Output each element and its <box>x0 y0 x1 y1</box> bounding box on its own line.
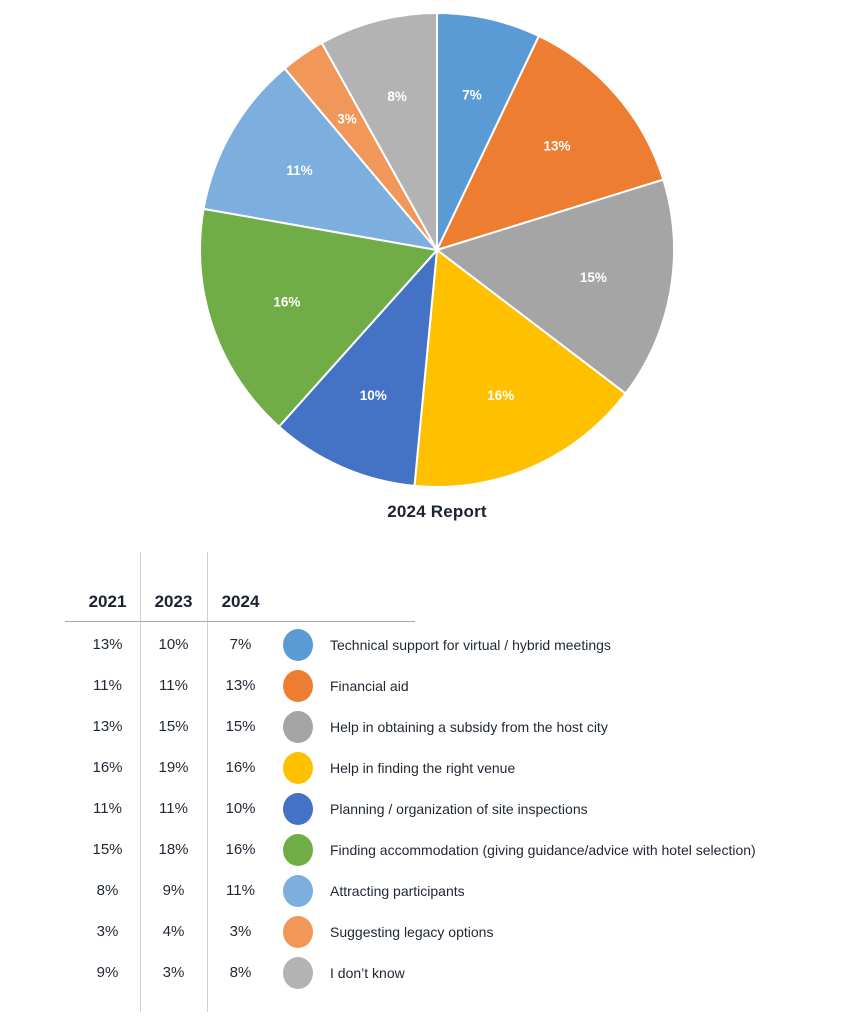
column-header-2021: 2021 <box>88 592 127 611</box>
pie-slice-label: 10% <box>360 388 387 403</box>
table-row: 13% 10% 7% Technical support for virtual… <box>75 624 795 665</box>
value-2023: 15% <box>158 718 189 735</box>
table-row: 13% 15% 15% Help in obtaining a subsidy … <box>75 706 795 747</box>
value-2021: 9% <box>96 964 119 981</box>
table-divider-vertical-2 <box>207 552 208 1012</box>
pie-slice-1 <box>436 12 540 251</box>
table-row: 3% 4% 3% Suggesting legacy options <box>75 911 795 952</box>
value-2024: 11% <box>226 882 255 899</box>
legend-dot <box>283 669 313 702</box>
legend-dot <box>283 710 313 743</box>
legend-label: Planning / organization of site inspecti… <box>330 800 588 817</box>
legend-dot <box>283 956 313 989</box>
legend-label: Technical support for virtual / hybrid m… <box>330 636 611 653</box>
legend-label: Help in finding the right venue <box>330 759 516 776</box>
legend-label: Financial aid <box>330 677 409 694</box>
value-2023: 18% <box>158 841 189 858</box>
pie-slice-label: 16% <box>273 294 300 309</box>
value-2021: 11% <box>93 677 122 694</box>
table-row: 11% 11% 10% Planning / organization of s… <box>75 788 795 829</box>
table-divider-horizontal <box>65 621 415 622</box>
pie-slice-label: 3% <box>337 112 357 127</box>
value-2023: 11% <box>159 677 188 694</box>
value-2023: 11% <box>159 800 188 817</box>
legend-table: 13% 10% 7% Technical support for virtual… <box>75 624 795 993</box>
value-2024: 7% <box>229 636 252 653</box>
value-2021: 13% <box>92 636 123 653</box>
value-2024: 8% <box>229 964 252 981</box>
table-row: 15% 18% 16% Finding accommodation (givin… <box>75 829 795 870</box>
value-2021: 8% <box>96 882 119 899</box>
value-2024: 3% <box>229 923 252 940</box>
value-2024: 13% <box>225 677 256 694</box>
value-2023: 19% <box>158 759 189 776</box>
pie-slice-9 <box>320 12 438 251</box>
legend-dot <box>283 874 313 907</box>
pie-slice-4 <box>413 249 627 488</box>
value-2021: 11% <box>93 800 122 817</box>
value-2024: 15% <box>225 718 256 735</box>
legend-dot <box>283 628 313 661</box>
pie-slice-label: 11% <box>286 163 312 178</box>
column-header-2023: 2023 <box>154 592 193 611</box>
table-row: 8% 9% 11% Attracting participants <box>75 870 795 911</box>
value-2023: 3% <box>162 964 185 981</box>
pie-slice-label: 8% <box>387 89 407 104</box>
legend-dot <box>283 751 313 784</box>
table-divider-vertical-1 <box>140 552 141 1012</box>
table-row: 16% 19% 16% Help in finding the right ve… <box>75 747 795 788</box>
chart-title: 2024 Report <box>387 502 487 521</box>
value-2024: 16% <box>225 841 256 858</box>
pie-chart: 7% 13% 15% 16% 10% 16% 11% 3% 8% <box>199 12 675 488</box>
pie-slice-label: 16% <box>487 388 514 403</box>
value-2023: 4% <box>162 923 185 940</box>
legend-label: Help in obtaining a subsidy from the hos… <box>330 718 608 735</box>
table-header: 2021 2023 2024 <box>75 588 795 616</box>
value-2021: 3% <box>96 923 119 940</box>
value-2021: 13% <box>92 718 123 735</box>
value-2024: 16% <box>225 759 256 776</box>
table-row: 9% 3% 8% I don’t know <box>75 952 795 993</box>
value-2023: 9% <box>162 882 185 899</box>
legend-dot <box>283 915 313 948</box>
pie-slice-label: 7% <box>462 88 482 103</box>
value-2024: 10% <box>225 800 256 817</box>
legend-label: Finding accommodation (giving guidance/a… <box>330 841 756 858</box>
legend-label: Suggesting legacy options <box>330 923 494 940</box>
value-2021: 16% <box>92 759 123 776</box>
column-header-2024: 2024 <box>221 592 260 611</box>
pie-slice-6 <box>199 207 438 428</box>
value-2023: 10% <box>158 636 189 653</box>
pie-slice-7 <box>202 67 438 251</box>
legend-label: Attracting participants <box>330 882 465 899</box>
legend-dot <box>283 833 313 866</box>
legend-label: I don’t know <box>330 964 405 981</box>
value-2021: 15% <box>92 841 123 858</box>
legend-dot <box>283 792 313 825</box>
pie-slice-label: 15% <box>580 270 607 285</box>
pie-slice-5 <box>277 249 438 487</box>
pie-slice-label: 13% <box>543 139 570 154</box>
pie-slice-3 <box>436 178 675 395</box>
table-row: 11% 11% 13% Financial aid <box>75 665 795 706</box>
